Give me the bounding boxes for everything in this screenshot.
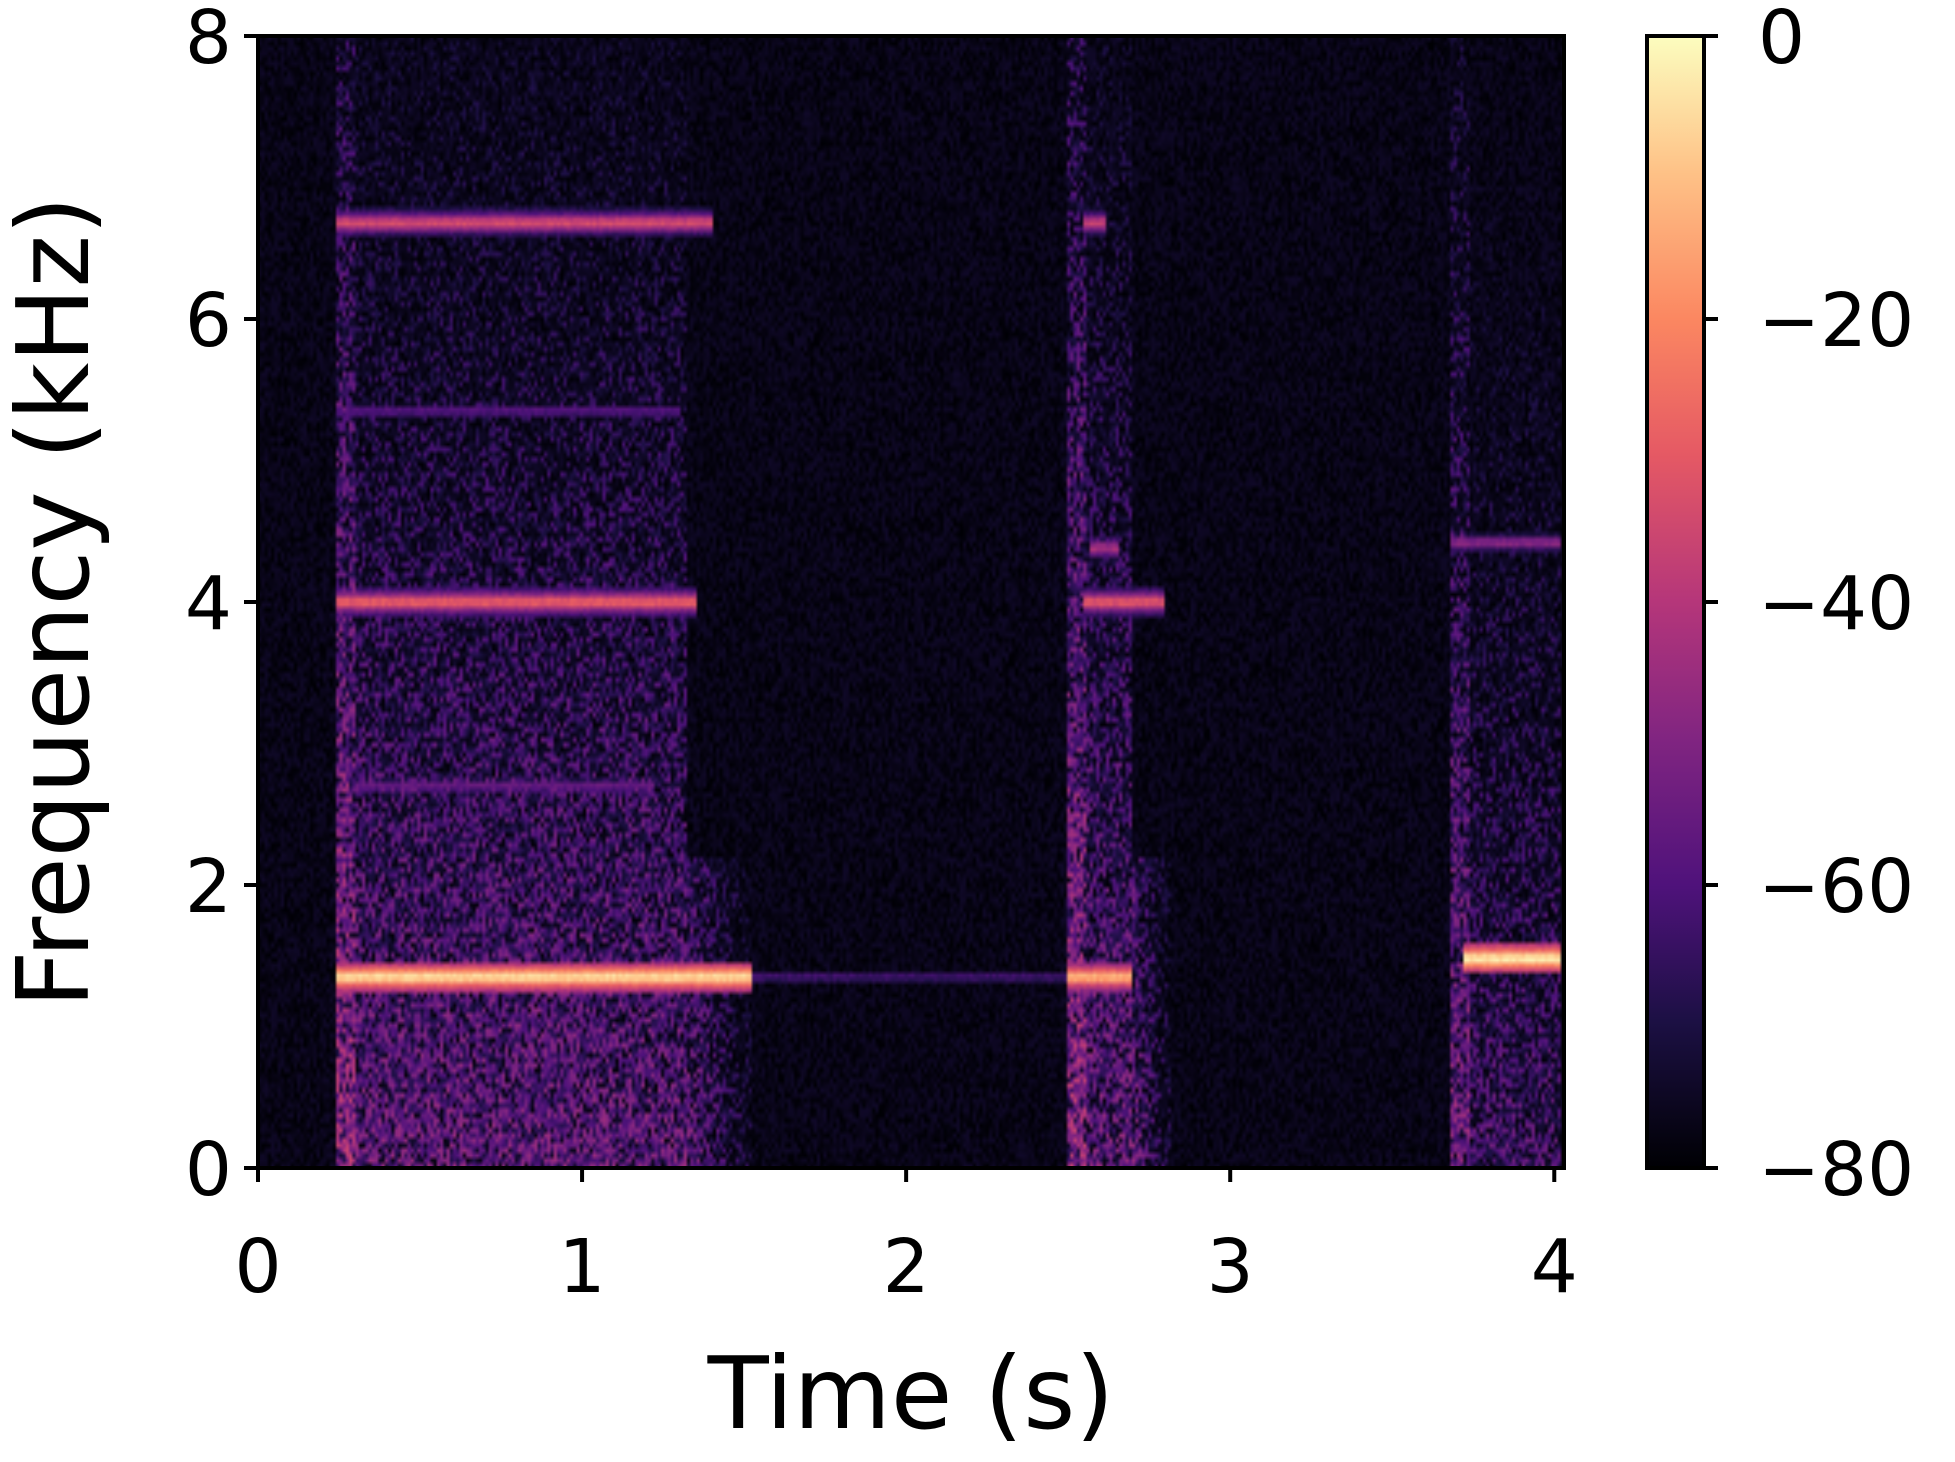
colorbar-tick-label: −40 (1758, 561, 1914, 647)
x-tick-label: 1 (559, 1224, 606, 1310)
x-axis-label: Time (s) (707, 1335, 1115, 1452)
y-tick-label: 8 (185, 0, 232, 81)
y-axis-ticks: 0 2 4 6 8 (185, 0, 258, 1213)
y-axis-label: Frequency (kHz) (0, 196, 112, 1008)
x-axis-ticks: 0 1 2 3 4 (234, 1168, 1578, 1310)
colorbar (1645, 34, 1706, 1170)
y-tick-label: 0 (185, 1127, 232, 1213)
x-tick-label: 2 (883, 1224, 930, 1310)
colorbar-tick-label: 0 (1758, 0, 1805, 81)
y-tick-label: 2 (185, 844, 232, 930)
colorbar-tick-label: −20 (1758, 278, 1914, 364)
colorbar-ticks: 0 −20 −40 −60 −80 (1704, 0, 1914, 1213)
spectrogram-heatmap (258, 36, 1564, 1168)
colorbar-tick-label: −60 (1758, 844, 1914, 930)
x-tick-label: 3 (1207, 1224, 1254, 1310)
y-tick-label: 6 (185, 278, 232, 364)
x-tick-label: 0 (234, 1224, 281, 1310)
x-tick-label: 4 (1531, 1224, 1578, 1310)
y-tick-label: 4 (185, 561, 232, 647)
colorbar-tick-label: −80 (1758, 1127, 1914, 1213)
